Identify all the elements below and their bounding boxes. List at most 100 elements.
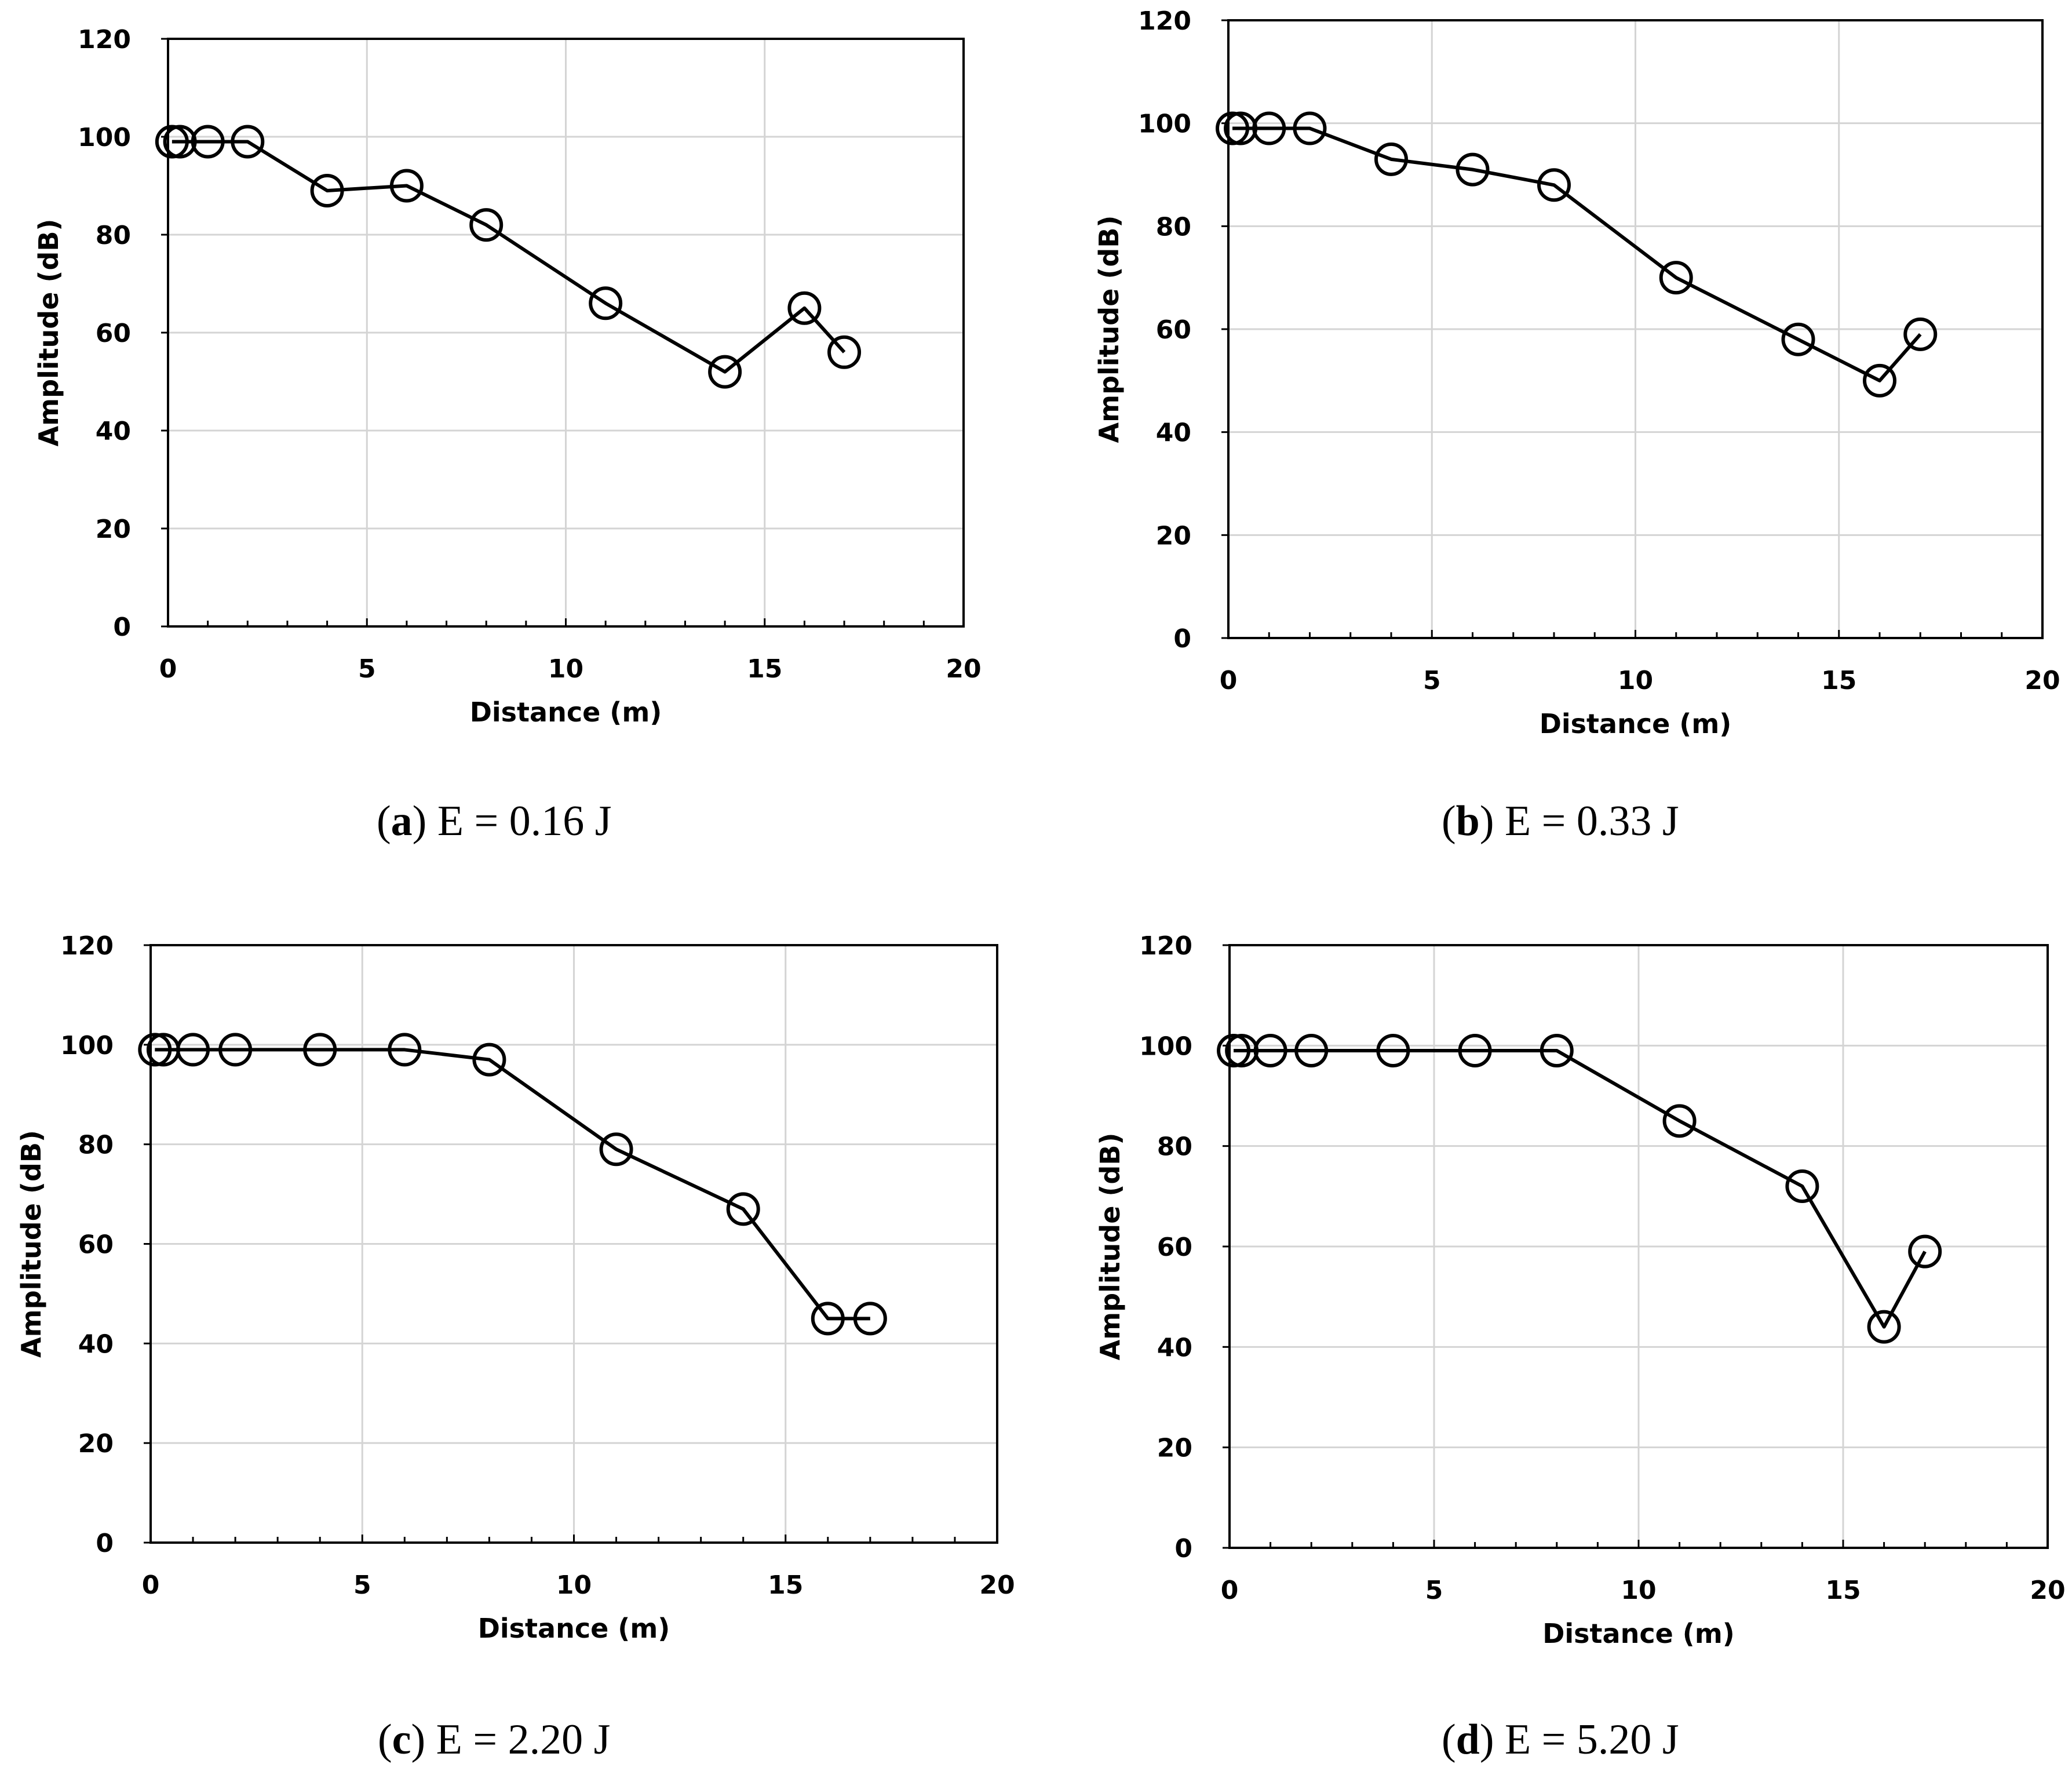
y-tick-label-c: 0 — [96, 1529, 114, 1558]
x-tick-label-b: 0 — [1220, 666, 1238, 695]
data-point-b — [1252, 111, 1286, 145]
data-point-d — [1540, 1034, 1574, 1067]
y-tick-label-a: 0 — [113, 613, 131, 642]
caption-d-text: E = 5.20 J — [1504, 1716, 1679, 1763]
y-tick-label-b: 80 — [1156, 212, 1191, 242]
caption-c: (c) E = 2.20 J — [378, 1716, 611, 1763]
x-tick-label-b: 20 — [2024, 666, 2060, 695]
y-tick-label-c: 80 — [78, 1131, 114, 1160]
chart-panel-b: 0 5 10 15 20 0 20 40 60 80 100 120 Distance (m) Ampli… — [0, 0, 2072, 887]
data-point-d — [1217, 1034, 1251, 1067]
y-tick-label-d: 80 — [1157, 1132, 1192, 1162]
y-tick-label-a: 60 — [96, 319, 131, 348]
data-point-c — [472, 1043, 506, 1077]
data-point-d — [1458, 1034, 1492, 1067]
data-point-a — [191, 125, 225, 159]
caption-c-text: E = 2.20 J — [436, 1716, 611, 1763]
x-tick-label-d: 20 — [2030, 1576, 2065, 1605]
x-tick-label-d: 10 — [1621, 1576, 1656, 1605]
y-tick-label-a: 120 — [78, 25, 131, 54]
data-point-a — [469, 208, 504, 242]
x-tick-label-c: 0 — [142, 1570, 160, 1600]
data-point-a — [389, 169, 424, 203]
data-point-b — [1374, 142, 1408, 176]
caption-a-text: E = 0.16 J — [437, 797, 612, 845]
data-point-d — [1294, 1034, 1329, 1067]
x-axis-title-a: Distance (m) — [470, 697, 662, 728]
series-line-c — [155, 1048, 870, 1321]
y-tick-label-c: 40 — [78, 1329, 114, 1359]
data-point-a — [589, 286, 623, 320]
y-tick-label-d: 40 — [1157, 1333, 1192, 1362]
y-tick-label-a: 100 — [78, 123, 131, 152]
data-point-c — [176, 1033, 210, 1067]
data-point-b — [1293, 111, 1327, 145]
data-point-c — [811, 1302, 845, 1336]
data-point-d — [1785, 1169, 1819, 1203]
x-tick-label-a: 20 — [946, 654, 981, 684]
data-point-c — [853, 1302, 887, 1336]
y-axis-title-a: Amplitude (dB) — [33, 219, 64, 447]
caption-b-text: E = 0.33 J — [1504, 797, 1679, 845]
caption-b-letter: b — [1455, 797, 1480, 845]
data-point-b — [1781, 322, 1815, 356]
data-point-a — [787, 291, 822, 325]
x-tick-label-b: 10 — [1618, 666, 1653, 695]
y-axis-title-c: Amplitude (dB) — [16, 1130, 47, 1358]
x-tick-label-a: 15 — [747, 654, 782, 684]
x-axis-title-b: Distance (m) — [1540, 708, 1732, 739]
y-tick-label-c: 20 — [78, 1429, 114, 1459]
x-tick-label-a: 5 — [358, 654, 376, 684]
data-point-a — [155, 125, 189, 159]
data-point-d — [1253, 1034, 1287, 1067]
caption-d-letter: d — [1455, 1716, 1480, 1763]
data-point-c — [303, 1033, 337, 1067]
chart-panel-a: 0 5 10 15 20 0 20 40 60 80 100 120 Distance (m) Ampli… — [0, 0, 1036, 887]
y-tick-label-a: 20 — [96, 515, 131, 544]
chart-b-plot: 0 5 10 15 20 0 20 40 60 80 100 120 Distance (m) Ampli… — [1093, 6, 2060, 739]
data-point-d — [1376, 1034, 1410, 1067]
caption-d: (d) E = 5.20 J — [1442, 1716, 1679, 1763]
x-tick-label-c: 20 — [979, 1570, 1015, 1600]
y-tick-label-a: 80 — [96, 221, 131, 250]
data-point-c — [388, 1033, 422, 1067]
caption-a-letter: a — [391, 797, 413, 845]
y-tick-label-d: 100 — [1139, 1032, 1192, 1061]
y-axis-title-b: Amplitude (dB) — [1093, 216, 1125, 443]
y-tick-label-b: 60 — [1156, 315, 1191, 345]
data-point-b — [1863, 363, 1896, 398]
series-line-b — [1232, 126, 1922, 382]
series-line-a — [172, 140, 846, 374]
x-axis-title-c: Distance (m) — [478, 1613, 670, 1644]
data-point-b — [1455, 152, 1490, 187]
y-tick-label-b: 100 — [1138, 110, 1191, 139]
caption-c-letter: c — [392, 1716, 411, 1763]
x-axis-title-d: Distance (m) — [1542, 1618, 1735, 1649]
data-point-a — [827, 335, 862, 369]
y-tick-label-a: 40 — [96, 417, 131, 446]
data-point-c — [599, 1132, 633, 1167]
data-point-c — [218, 1033, 253, 1067]
data-point-b — [1903, 317, 1938, 351]
x-tick-label-b: 15 — [1821, 666, 1856, 695]
y-tick-label-b: 20 — [1156, 521, 1191, 551]
caption-a: (a) E = 0.16 J — [377, 797, 612, 845]
data-point-a — [163, 125, 197, 159]
data-point-a — [231, 125, 265, 159]
x-tick-label-c: 5 — [353, 1570, 371, 1600]
data-point-c — [138, 1033, 172, 1067]
series-line-d — [1234, 1049, 1927, 1329]
caption-b: (b) E = 0.33 J — [1442, 797, 1679, 845]
chart-a-plot: 0 5 10 15 20 0 20 40 60 80 100 120 Distance (m) Ampli… — [33, 25, 982, 728]
x-tick-label-d: 15 — [1825, 1576, 1861, 1605]
data-point-a — [708, 355, 742, 389]
x-tick-label-c: 10 — [556, 1570, 592, 1600]
data-point-b — [1659, 261, 1693, 295]
y-tick-label-d: 20 — [1157, 1434, 1192, 1463]
x-tick-label-d: 5 — [1425, 1576, 1443, 1605]
x-tick-label-a: 0 — [159, 654, 177, 684]
